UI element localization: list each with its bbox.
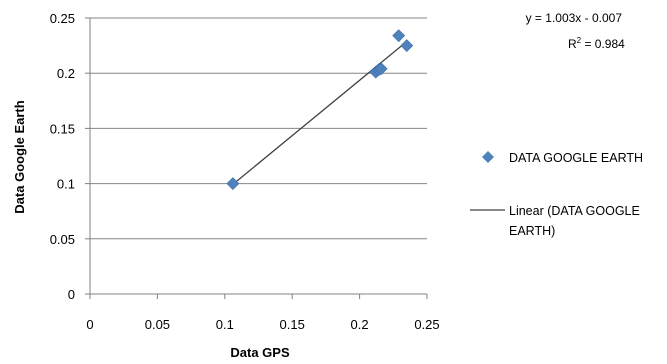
x-tick-label: 0.25 [414, 317, 439, 332]
x-tick-labels: 0 0.05 0.1 0.15 0.2 0.25 [86, 317, 439, 332]
legend-diamond-marker [482, 151, 494, 163]
r-squared-label: R2 = 0.984 [568, 36, 625, 51]
y-tick-label: 0.25 [50, 11, 75, 26]
data-point [400, 39, 414, 53]
data-point [392, 29, 406, 43]
x-tick-label: 0.1 [216, 317, 234, 332]
legend-label-trendline-line1: Linear (DATA GOOGLE [509, 204, 640, 218]
x-axis-title: Data GPS [230, 345, 290, 360]
x-tick-label: 0 [86, 317, 93, 332]
y-tick-label: 0.2 [57, 66, 75, 81]
data-point [374, 62, 388, 76]
data-points [226, 29, 414, 191]
y-tick-label: 0.05 [50, 232, 75, 247]
legend-label-trendline-line2: EARTH) [509, 224, 555, 238]
y-tick-label: 0.15 [50, 121, 75, 136]
trendline-equation: y = 1.003x - 0.007 [526, 11, 623, 25]
data-point [226, 177, 240, 191]
legend: DATA GOOGLE EARTH Linear (DATA GOOGLE EA… [470, 151, 643, 238]
y-axis-title: Data Google Earth [12, 100, 27, 213]
y-tick-labels: 0 0.05 0.1 0.15 0.2 0.25 [50, 11, 75, 302]
gridlines [85, 17, 428, 299]
legend-label-series: DATA GOOGLE EARTH [509, 151, 643, 165]
x-tick-label: 0.05 [145, 317, 170, 332]
x-tick-label: 0.15 [280, 317, 305, 332]
y-tick-label: 0.1 [57, 177, 75, 192]
x-tick-label: 0.2 [351, 317, 369, 332]
y-tick-label: 0 [68, 287, 75, 302]
